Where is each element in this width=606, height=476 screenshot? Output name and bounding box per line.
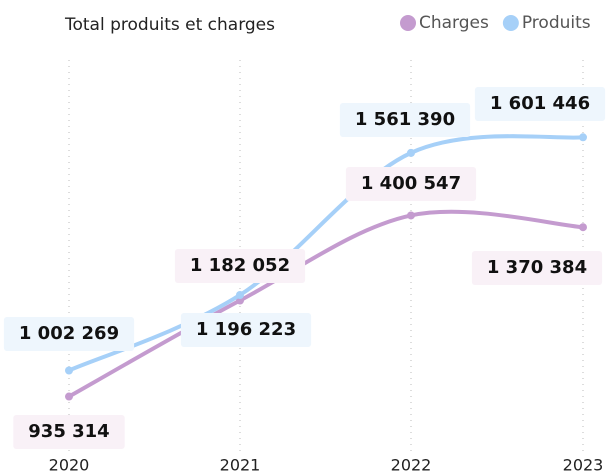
data-label-bg [339,103,471,137]
x-tick-label: 2022 [391,456,432,475]
series-line [67,209,585,399]
data-label: 1 370 384 [471,251,603,285]
data-label-text: 1 182 052 [190,255,290,276]
data-label: 1 561 390 [339,103,471,137]
data-label: 935 314 [13,415,125,449]
data-label: 1 196 223 [180,313,312,347]
chart-title: Total produits et charges [64,15,275,35]
data-label-text: 1 370 384 [487,257,587,278]
legend-label: Produits [522,13,591,33]
data-label-text: 1 561 390 [355,109,455,130]
series-line [67,134,585,373]
x-tick-label: 2020 [49,456,90,475]
legend-swatch [502,15,519,31]
data-label-bg [13,415,125,449]
data-label: 1 182 052 [174,249,306,283]
data-label-bg [3,317,135,351]
legend-swatch [400,15,416,31]
point [579,223,587,232]
data-label: 1 601 446 [474,87,606,121]
data-label-text: 1 196 223 [196,319,296,340]
point [407,148,415,157]
data-label-bg [471,251,603,285]
data-label-bg [174,249,306,283]
point [65,366,73,375]
data-label-text: 1 400 547 [361,173,461,194]
data-label: 1 400 547 [345,167,477,201]
data-label-text: 935 314 [28,421,109,442]
point [579,133,587,142]
data-label: 1 002 269 [3,317,135,351]
legend-label: Charges [419,13,489,33]
data-label-bg [474,87,606,121]
point [65,392,73,401]
x-tick-label: 2021 [220,456,261,475]
data-label-bg [180,313,312,347]
x-tick-label: 2023 [563,456,604,475]
data-label-text: 1 002 269 [19,323,119,344]
point [236,290,244,299]
data-label-bg [345,167,477,201]
point [407,211,415,220]
data-label-text: 1 601 446 [490,93,590,114]
